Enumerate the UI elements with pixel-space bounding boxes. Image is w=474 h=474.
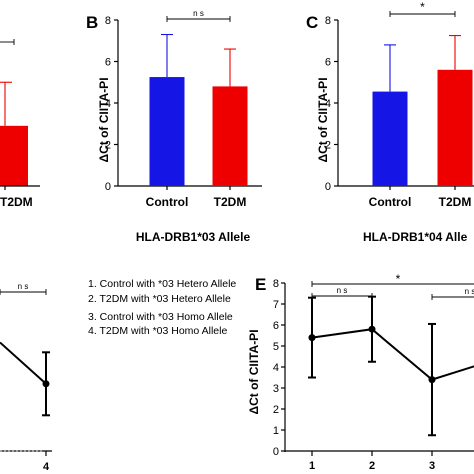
panel-e-ylabel: ΔCt of CIITA-PI (247, 329, 261, 414)
panel-e-sig-3-label: n s (465, 287, 474, 296)
panel-e-ytick-label-1: 1 (273, 425, 279, 437)
panel-c-xlabel: HLA-DRB1*04 Alle (363, 230, 468, 244)
panel-e-point-0 (308, 334, 316, 342)
panel-b-ytick-label-2: 4 (105, 98, 111, 110)
legend-item-4: 4. T2DM with *03 Homo Allele (88, 325, 228, 337)
panel-e-sig-1-label: n s (337, 286, 348, 295)
panel-b-bar-0 (149, 77, 185, 186)
panel-b-ylabel: ΔCt of CIITA-PI (97, 77, 111, 162)
panel-c-ytick-label-3: 6 (325, 57, 331, 69)
panel-e-xtick-label-2: 3 (429, 460, 435, 472)
panel-e-ytick-label-2: 2 (273, 404, 279, 416)
legend-item-2: 2. T2DM with *03 Hetero Allele (88, 293, 231, 305)
panel-d-xtick-label: 4 (43, 461, 50, 473)
panel-c-ytick-label-2: 4 (325, 98, 331, 110)
panel-e-ytick-label-0: 0 (273, 446, 279, 458)
panel-e-ytick-label-6: 6 (273, 320, 279, 332)
panel-c-ytick-label-4: 8 (325, 15, 331, 27)
panel-e-series-line (311, 328, 474, 381)
panel-b-xlabel: HLA-DRB1*03 Allele (136, 230, 251, 244)
panel-c-bar-0 (372, 91, 408, 186)
panel-b-ytick-label-4: 8 (105, 15, 111, 27)
panel-e-ytick-label-8: 8 (273, 278, 279, 290)
panel-b-ytick-label-3: 6 (105, 57, 111, 69)
panel-e-xtick-label-1: 2 (369, 460, 375, 472)
panel-e-xtick-label-0: 1 (309, 460, 315, 472)
panel-c-ytick-label-1: 2 (325, 140, 331, 152)
panel-b-bar-1 (212, 86, 248, 186)
panel-d-point (42, 380, 50, 388)
panel-letter-b: B (86, 13, 98, 32)
panel-e-ytick-label-4: 4 (273, 362, 279, 374)
panel-letter-c: C (306, 13, 318, 32)
panel-e-ytick-label-5: 5 (273, 341, 279, 353)
panel-b-ytick-label-1: 2 (105, 140, 111, 152)
panel-a-xtick-label-1: T2DM (0, 195, 33, 209)
panel-e-point-2 (428, 376, 436, 384)
panel-d-series-line (0, 341, 47, 385)
panel-b-sig-label: n s (193, 9, 204, 18)
panel-d-sig-label: n s (18, 282, 29, 291)
panel-c-xtick-label-1: T2DM (439, 195, 472, 209)
panel-c-ylabel: ΔCt of CIITA-PI (316, 77, 330, 162)
panel-a-bar-1 (0, 125, 28, 186)
panel-letter-e: E (255, 275, 266, 294)
legend-item-3: 3. Control with *03 Homo Allele (88, 311, 233, 323)
panel-b-xtick-label-1: T2DM (214, 195, 247, 209)
legend-item-1: 1. Control with *03 Hetero Allele (88, 278, 237, 290)
panel-e-sig-2-label: * (396, 272, 401, 286)
panel-c-bar-1 (437, 69, 473, 186)
panel-b-ytick-label-0: 0 (105, 181, 111, 193)
panel-e-point-1 (368, 325, 376, 333)
panel-e-ytick-label-7: 7 (273, 299, 279, 311)
panel-e-ytick-label-3: 3 (273, 383, 279, 395)
panel-c-ytick-label-0: 0 (325, 181, 331, 193)
panel-c-sig-label: * (420, 0, 425, 14)
panel-b-xtick-label-0: Control (146, 195, 189, 209)
panel-c-xtick-label-0: Control (369, 195, 412, 209)
